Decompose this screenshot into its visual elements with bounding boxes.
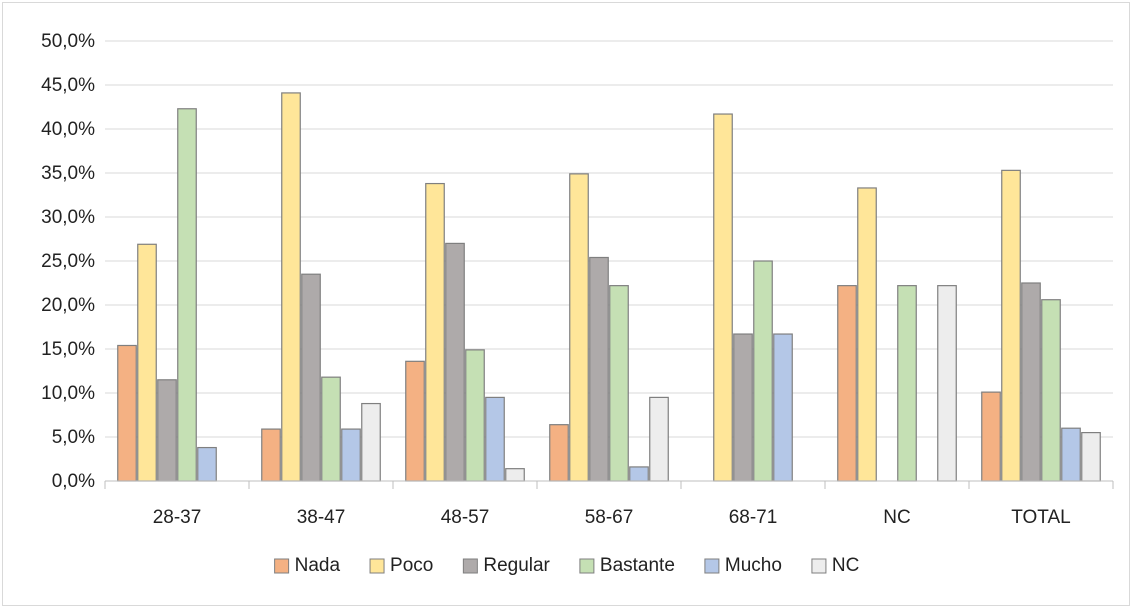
legend-item: Bastante bbox=[579, 555, 675, 576]
legend-item: Mucho bbox=[704, 555, 782, 576]
legend-swatch bbox=[811, 558, 827, 574]
bar bbox=[857, 187, 877, 482]
bar bbox=[445, 242, 465, 482]
legend: Nada Poco Regular Bastante Mucho NC bbox=[274, 555, 859, 576]
legend-label: Regular bbox=[483, 555, 550, 576]
y-tick-label: 35,0% bbox=[41, 163, 95, 184]
bar bbox=[465, 349, 485, 482]
x-axis bbox=[104, 480, 1114, 489]
bar bbox=[981, 391, 1001, 482]
bar bbox=[505, 468, 525, 482]
y-tick-label: 5,0% bbox=[52, 427, 95, 448]
bar bbox=[301, 273, 321, 482]
legend-item: Poco bbox=[369, 555, 433, 576]
legend-item: NC bbox=[811, 555, 859, 576]
bars bbox=[117, 92, 1101, 482]
bar bbox=[937, 285, 957, 482]
bar bbox=[1041, 299, 1061, 482]
bar bbox=[361, 402, 381, 482]
bar bbox=[137, 243, 157, 482]
bar bbox=[713, 113, 733, 482]
y-tick-label: 25,0% bbox=[41, 251, 95, 272]
x-tick-label: 68-71 bbox=[729, 507, 778, 528]
bar bbox=[405, 360, 425, 482]
y-axis-tick-labels: 0,0% 5,0% 10,0% 15,0% 20,0% 25,0% 30,0% 35,0% 40… bbox=[41, 31, 95, 492]
bar bbox=[589, 256, 609, 482]
y-tick-label: 0,0% bbox=[52, 471, 95, 492]
bar bbox=[197, 446, 217, 482]
bar bbox=[773, 333, 793, 482]
x-tick-label: NC bbox=[883, 507, 910, 528]
y-tick-label: 40,0% bbox=[41, 119, 95, 140]
bar bbox=[569, 173, 589, 482]
x-tick-label: TOTAL bbox=[1011, 507, 1070, 528]
legend-label: Bastante bbox=[600, 555, 675, 576]
bar bbox=[733, 333, 753, 482]
legend-swatch bbox=[274, 558, 290, 574]
y-tick-label: 15,0% bbox=[41, 339, 95, 360]
y-tick-label: 30,0% bbox=[41, 207, 95, 228]
y-tick-label: 20,0% bbox=[41, 295, 95, 316]
legend-item: Nada bbox=[274, 555, 341, 576]
bar bbox=[117, 344, 137, 482]
y-tick-label: 50,0% bbox=[41, 31, 95, 52]
legend-swatch bbox=[704, 558, 720, 574]
legend-swatch bbox=[369, 558, 385, 574]
bar bbox=[1021, 282, 1041, 482]
legend-label: Mucho bbox=[725, 555, 782, 576]
bar bbox=[609, 285, 629, 482]
bar bbox=[549, 424, 569, 482]
bar bbox=[425, 182, 445, 482]
bar bbox=[753, 260, 773, 482]
gridlines bbox=[105, 40, 1113, 438]
legend-label: NC bbox=[832, 555, 859, 576]
x-tick-label: 38-47 bbox=[297, 507, 346, 528]
legend-swatch bbox=[579, 558, 595, 574]
bar bbox=[321, 376, 341, 482]
x-tick-label: 58-67 bbox=[585, 507, 634, 528]
bar bbox=[1081, 432, 1101, 482]
bar bbox=[281, 92, 301, 482]
bar bbox=[897, 285, 917, 482]
bar bbox=[1001, 169, 1021, 482]
legend-item: Regular bbox=[462, 555, 551, 576]
y-tick-label: 45,0% bbox=[41, 75, 95, 96]
legend-label: Nada bbox=[295, 555, 341, 576]
bar bbox=[261, 428, 281, 482]
legend-label: Poco bbox=[390, 555, 433, 576]
x-tick-label: 28-37 bbox=[153, 507, 202, 528]
bar bbox=[837, 285, 857, 482]
bar bbox=[1061, 427, 1081, 482]
bar-chart: 0,0% 5,0% 10,0% 15,0% 20,0% 25,0% 30,0% 35,0% 40… bbox=[41, 31, 1114, 576]
bar bbox=[485, 396, 505, 482]
x-axis-tick-labels: 28-37 38-47 48-57 58-67 68-71 NC TOTAL bbox=[153, 507, 1071, 528]
y-tick-label: 10,0% bbox=[41, 383, 95, 404]
x-tick-label: 48-57 bbox=[441, 507, 490, 528]
bar bbox=[341, 428, 361, 482]
bar bbox=[177, 108, 197, 482]
bar bbox=[157, 379, 177, 482]
bar bbox=[649, 396, 669, 482]
legend-swatch bbox=[462, 558, 478, 574]
bar bbox=[629, 466, 649, 482]
